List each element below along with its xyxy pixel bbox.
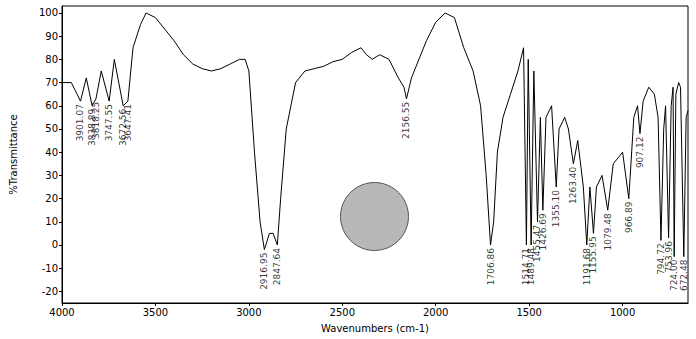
svg-text:2500: 2500 bbox=[330, 307, 355, 318]
svg-text:2847.64: 2847.64 bbox=[272, 248, 282, 285]
svg-text:753.96: 753.96 bbox=[663, 241, 674, 273]
svg-text:20: 20 bbox=[45, 193, 58, 204]
svg-text:-10: -10 bbox=[42, 263, 58, 274]
svg-text:40: 40 bbox=[45, 147, 58, 158]
svg-text:100: 100 bbox=[39, 7, 58, 18]
svg-text:3747.55: 3747.55 bbox=[104, 104, 114, 141]
svg-text:1706.86: 1706.86 bbox=[486, 248, 496, 285]
svg-text:907.12: 907.12 bbox=[635, 137, 645, 169]
svg-text:1426.69: 1426.69 bbox=[538, 213, 548, 250]
svg-text:80: 80 bbox=[45, 54, 58, 65]
svg-text:1355.10: 1355.10 bbox=[551, 190, 561, 227]
svg-text:4000: 4000 bbox=[49, 307, 74, 318]
svg-text:70: 70 bbox=[45, 77, 58, 88]
svg-text:0: 0 bbox=[52, 239, 58, 250]
svg-text:3818.25: 3818.25 bbox=[91, 102, 101, 139]
svg-text:90: 90 bbox=[45, 31, 58, 42]
svg-text:1191.68: 1191.68 bbox=[581, 248, 592, 286]
svg-text:2916.95: 2916.95 bbox=[259, 253, 269, 290]
svg-text:1489.48: 1489.48 bbox=[526, 248, 537, 286]
svg-text:3901.07: 3901.07 bbox=[75, 104, 85, 141]
svg-text:724.00: 724.00 bbox=[669, 259, 679, 291]
svg-text:3647.41: 3647.41 bbox=[123, 104, 133, 141]
svg-text:966.89: 966.89 bbox=[624, 201, 634, 233]
svg-text:794.72: 794.72 bbox=[656, 243, 666, 275]
svg-text:2000: 2000 bbox=[423, 307, 448, 318]
svg-text:1000: 1000 bbox=[610, 307, 635, 318]
svg-text:%Transmittance: %Transmittance bbox=[8, 114, 19, 194]
svg-text:Wavenumbers (cm-1): Wavenumbers (cm-1) bbox=[321, 323, 429, 334]
svg-text:50: 50 bbox=[45, 123, 58, 134]
svg-text:-20: -20 bbox=[42, 286, 58, 297]
svg-text:3000: 3000 bbox=[236, 307, 261, 318]
svg-text:10: 10 bbox=[45, 216, 58, 227]
svg-text:60: 60 bbox=[45, 100, 58, 111]
svg-text:672.48: 672.48 bbox=[679, 259, 689, 291]
svg-text:1500: 1500 bbox=[516, 307, 541, 318]
svg-text:2156.55: 2156.55 bbox=[401, 102, 411, 139]
svg-text:1079.48: 1079.48 bbox=[603, 213, 613, 250]
svg-text:30: 30 bbox=[45, 170, 58, 181]
svg-text:3500: 3500 bbox=[143, 307, 168, 318]
svg-text:1263.40: 1263.40 bbox=[568, 167, 578, 204]
svg-text:1155.95: 1155.95 bbox=[588, 236, 598, 273]
